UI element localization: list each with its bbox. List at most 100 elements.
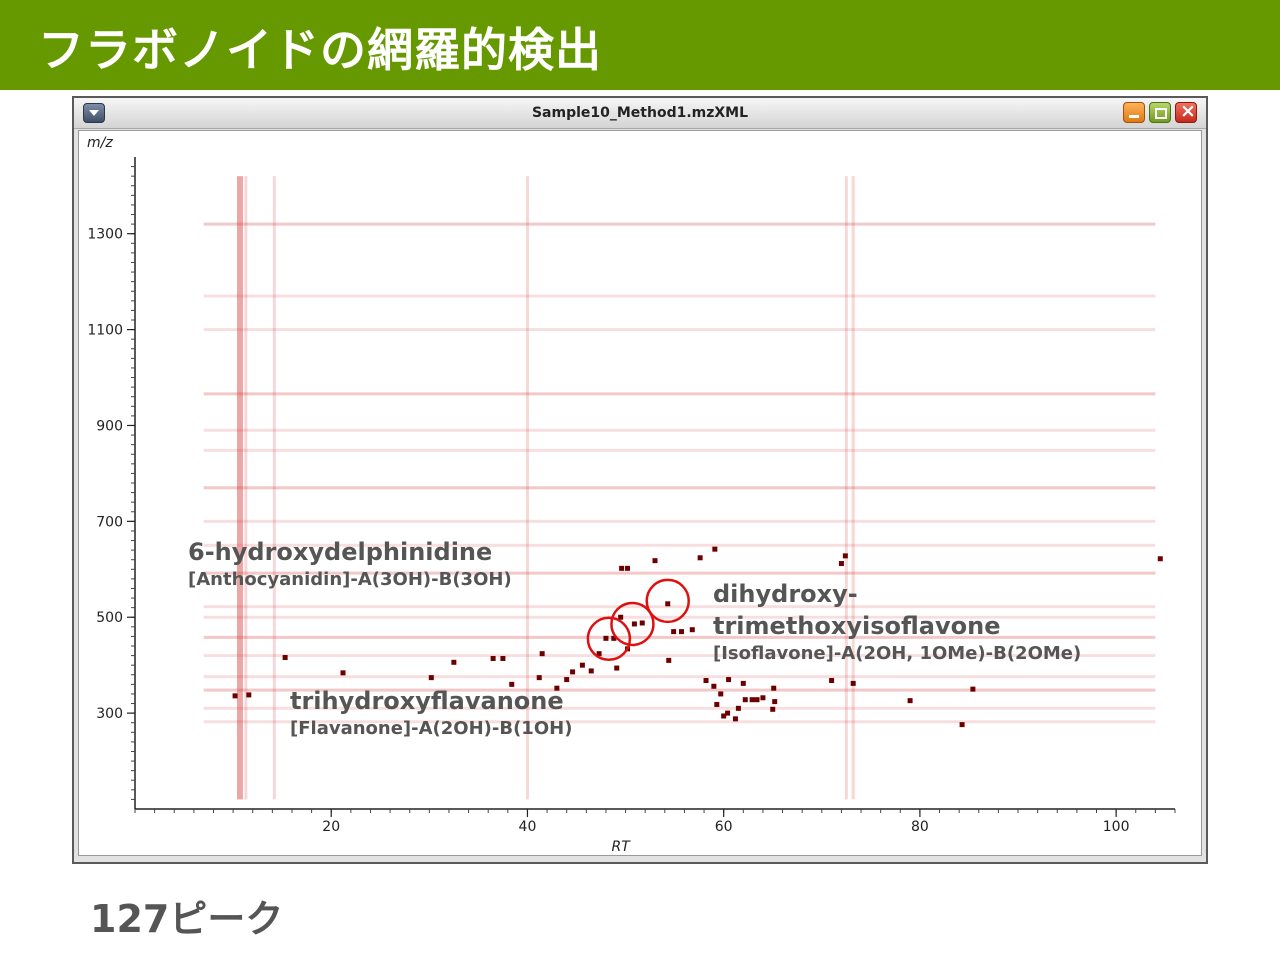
highlight-circle [645, 578, 691, 624]
peak-marker [714, 701, 720, 707]
peak-marker [652, 558, 658, 564]
peak-marker [671, 629, 677, 635]
spectrum-window: Sample10_Method1.mzXML 20 40 60 80 100 300 500… [72, 96, 1208, 864]
x-axis-label: RT [612, 839, 632, 855]
peak-marker [907, 698, 913, 704]
annotation-isoflavone: dihydroxy- trimethoxyisoflavone [Isoflav… [713, 578, 1081, 666]
x-tick-label: 20 [322, 819, 340, 835]
horizontal-streak [203, 720, 1156, 724]
peak-marker [428, 675, 434, 681]
peak-marker [665, 601, 671, 607]
vertical-streak [851, 176, 855, 800]
peak-marker [712, 546, 718, 552]
peak-marker [970, 686, 976, 692]
annotation-flavanone: trihydroxyflavanone [Flavanone]-A(2OH)-B… [290, 685, 572, 741]
plot-panel: 20 40 60 80 100 300 500 700 900 1100 1300 RT m/z [78, 130, 1202, 856]
title-banner: フラボノイドの網羅的検出 [0, 0, 1280, 90]
peak-marker [711, 683, 717, 689]
peak-marker [611, 635, 617, 641]
peak-marker [678, 629, 684, 635]
annotation-formula: [Flavanone]-A(2OH)-B(1OH) [290, 718, 573, 739]
peak-marker [614, 665, 620, 671]
peak-marker [500, 655, 506, 661]
highlight-circle [586, 616, 632, 662]
peak-marker [771, 685, 777, 691]
window-titlebar[interactable]: Sample10_Method1.mzXML [74, 98, 1206, 129]
peak-marker [579, 662, 585, 668]
horizontal-streak [203, 222, 1156, 226]
peak-marker [554, 685, 560, 691]
slide-title: フラボノイドの網羅的検出 [38, 23, 602, 77]
peak-marker [721, 713, 727, 719]
peak-marker [842, 553, 848, 559]
vertical-streak [525, 176, 529, 800]
peak-marker [570, 669, 576, 675]
peak-marker [732, 716, 738, 722]
peak-marker [742, 697, 748, 703]
peak-marker [735, 705, 741, 711]
maximize-button[interactable] [1149, 102, 1171, 123]
peak-marker [703, 678, 709, 684]
y-tick-label: 1100 [87, 323, 123, 339]
horizontal-streak [203, 294, 1156, 298]
peak-marker [726, 677, 732, 683]
peak-count: 127ピーク [90, 897, 284, 941]
annotation-name: dihydroxy- [713, 580, 858, 608]
y-axis-label: m/z [87, 135, 113, 151]
peak-marker [639, 620, 645, 626]
annotation-name: 6-hydroxydelphinidine [188, 538, 493, 566]
peak-marker [725, 710, 731, 716]
horizontal-streak [203, 486, 1156, 490]
peak-marker [754, 697, 760, 703]
peak-marker [246, 692, 252, 698]
close-button[interactable] [1175, 100, 1197, 123]
horizontal-streak [203, 543, 1156, 547]
peak-marker [588, 668, 594, 674]
window-menu-button[interactable] [83, 103, 105, 123]
vertical-streak [272, 176, 276, 800]
y-tick-label: 700 [96, 514, 123, 530]
peak-marker [760, 695, 766, 701]
peak-marker [625, 565, 631, 571]
peak-marker [740, 680, 746, 686]
peak-marker [829, 678, 835, 684]
vertical-streak [244, 176, 248, 800]
y-tick-label: 300 [96, 706, 123, 722]
x-tick-label: 40 [519, 819, 537, 835]
horizontal-streak [203, 428, 1156, 432]
peak-marker [770, 706, 776, 712]
peak-marker [618, 614, 624, 620]
horizontal-streak [203, 654, 1156, 658]
annotation-name: trihydroxyflavanone [290, 687, 564, 715]
x-tick-label: 60 [715, 819, 733, 835]
peak-marker [564, 677, 570, 683]
peak-marker [451, 659, 457, 665]
peak-marker [340, 670, 346, 676]
peak-marker [539, 651, 545, 657]
rt-mz-heatmap: 20 40 60 80 100 300 500 700 900 1100 1300 RT m/z [87, 135, 1176, 855]
horizontal-streak [203, 605, 1156, 609]
highlight-circle [610, 601, 655, 647]
plot-area [135, 157, 1175, 809]
peak-marker [1157, 556, 1163, 562]
peak-marker [536, 675, 542, 681]
annotation-delphinidine: 6-hydroxydelphinidine [Anthocyanidin]-A(… [188, 536, 512, 592]
peak-marker [850, 680, 856, 686]
vertical-streak [236, 176, 243, 800]
peak-marker [509, 681, 515, 687]
y-tick-label: 1300 [87, 227, 123, 243]
y-tick-label: 500 [96, 610, 123, 626]
horizontal-streak [203, 688, 1156, 692]
x-tick-label: 80 [911, 819, 929, 835]
peak-marker [631, 621, 637, 627]
horizontal-streak [203, 448, 1156, 452]
peak-marker [596, 651, 602, 657]
minimize-button[interactable] [1123, 102, 1145, 123]
peak-marker [490, 655, 496, 661]
peak-marker [666, 657, 672, 663]
peak-marker [697, 555, 703, 561]
peak-marker [838, 561, 844, 567]
horizontal-streak [203, 519, 1156, 523]
horizontal-streak [203, 675, 1156, 679]
peak-marker [749, 697, 755, 703]
